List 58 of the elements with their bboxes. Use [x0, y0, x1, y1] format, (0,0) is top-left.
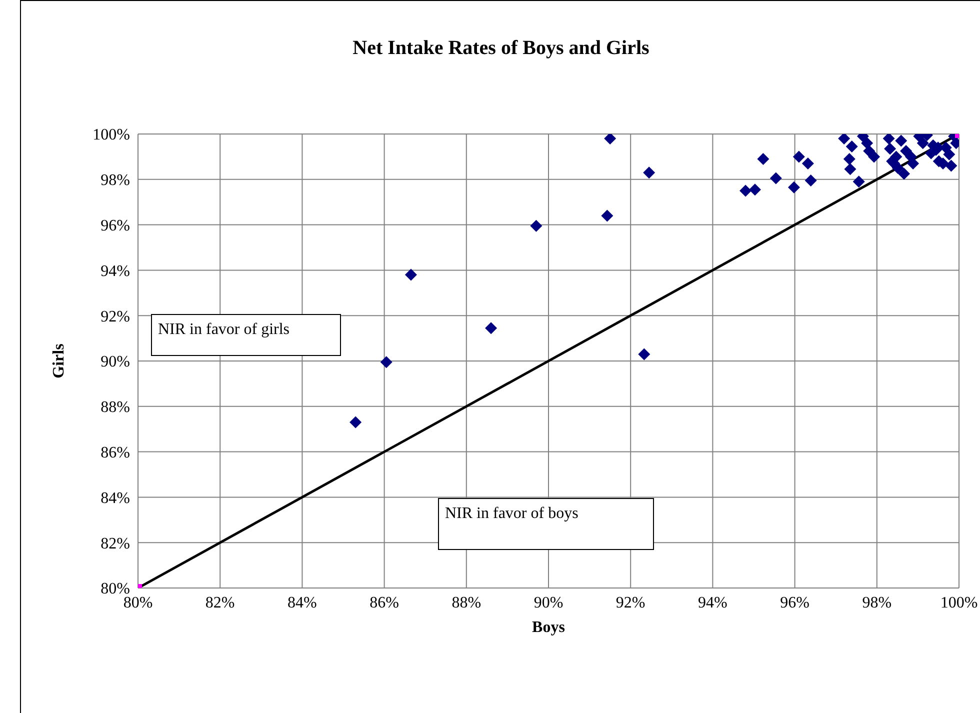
point — [844, 163, 856, 176]
point — [380, 356, 392, 368]
point — [404, 268, 417, 281]
point — [898, 168, 910, 180]
point — [643, 166, 656, 179]
x-tick-label: 98% — [862, 594, 892, 612]
point — [740, 184, 752, 197]
point — [895, 134, 908, 147]
point — [770, 172, 782, 184]
point — [916, 137, 929, 150]
point — [604, 134, 616, 145]
x-tick-label: 88% — [452, 594, 482, 612]
text-box: NIR in favor of boys — [438, 498, 654, 550]
x-tick-label: 84% — [288, 594, 317, 612]
point — [792, 150, 805, 163]
x-tick-label: 96% — [780, 594, 810, 612]
chart-title: Net Intake Rates of Boys and Girls — [352, 37, 650, 60]
y-tick-label: 82% — [100, 535, 130, 552]
point — [884, 142, 896, 155]
x-axis-title: Boys — [532, 619, 565, 636]
y-tick-label: 94% — [100, 262, 130, 280]
point — [485, 322, 498, 334]
y-tick-label: 98% — [100, 172, 130, 190]
point — [892, 162, 904, 174]
point — [804, 174, 817, 187]
x-tick-label: 82% — [205, 594, 235, 612]
point — [861, 137, 874, 150]
point — [907, 158, 920, 170]
x-tick-label: 90% — [534, 594, 564, 612]
text-box: NIR in favor of girls — [151, 314, 341, 356]
point — [843, 152, 856, 165]
y-tick-label: 92% — [100, 308, 130, 326]
point — [748, 184, 761, 196]
y-axis-title: Girls — [50, 344, 68, 378]
point — [852, 176, 865, 188]
point — [802, 158, 814, 170]
y-tick-label: 88% — [100, 399, 130, 416]
y-tick-label: 96% — [100, 217, 130, 234]
point — [638, 348, 650, 360]
x-tick-label: 100% — [940, 594, 978, 612]
x-tick-label: 94% — [698, 594, 728, 612]
point — [788, 181, 800, 194]
point — [757, 152, 770, 165]
point — [838, 134, 850, 145]
point — [945, 160, 958, 172]
point — [350, 416, 362, 428]
point — [846, 140, 858, 152]
point — [530, 220, 542, 232]
y-tick-label: 100% — [92, 126, 130, 144]
y-tick-label: 84% — [100, 490, 130, 507]
x-tick-label: 92% — [616, 594, 646, 612]
y-tick-label: 90% — [100, 354, 130, 371]
point — [868, 150, 880, 163]
point — [882, 134, 895, 145]
y-tick-label: 86% — [100, 444, 130, 462]
point — [601, 210, 614, 222]
x-tick-label: 86% — [370, 594, 399, 612]
point — [943, 148, 956, 160]
